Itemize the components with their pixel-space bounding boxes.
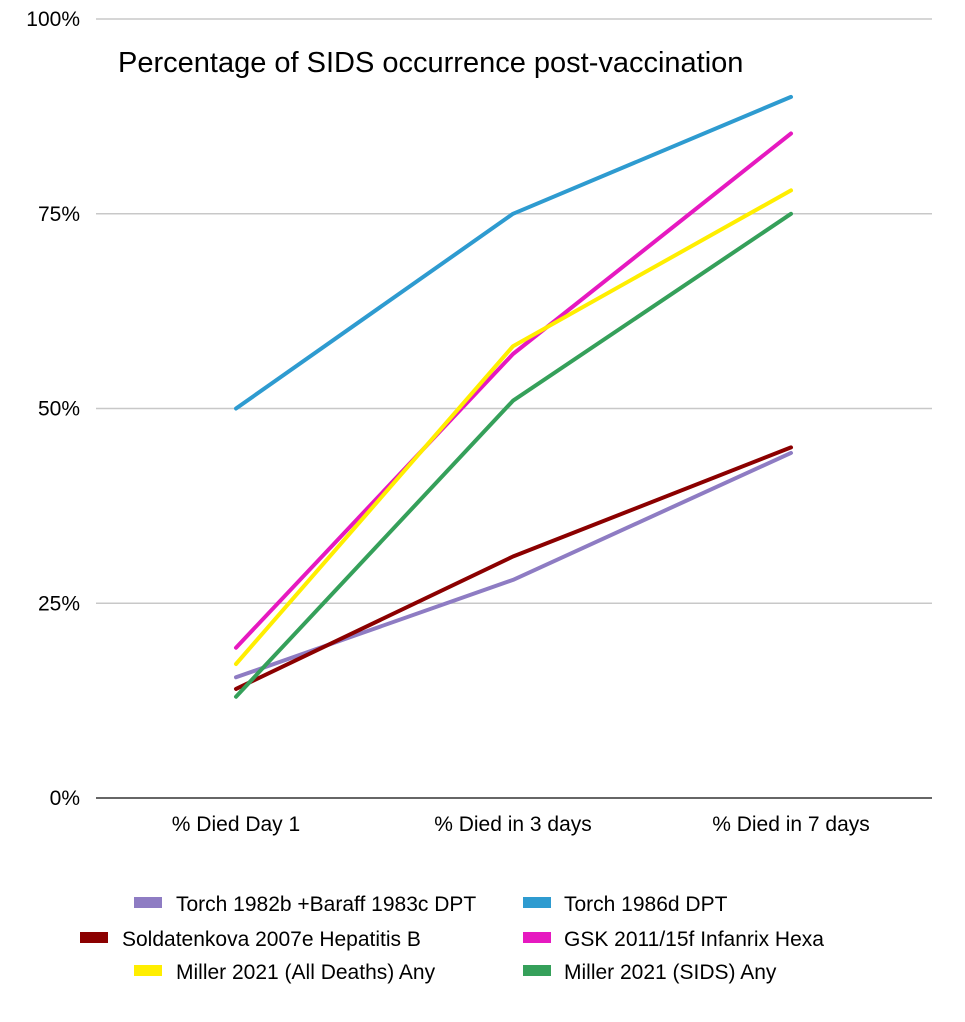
chart-title: Percentage of SIDS occurrence post-vacci… — [118, 47, 743, 79]
y-tick-label: 75% — [38, 203, 80, 226]
legend-label: Torch 1982b +Baraff 1983c DPT — [176, 893, 476, 916]
legend-swatch — [134, 897, 162, 908]
legend-label: Soldatenkova 2007e Hepatitis B — [122, 928, 421, 951]
y-tick-label: 100% — [26, 8, 80, 31]
x-axis-tick-labels: % Died Day 1 % Died in 3 days % Died in 7 … — [172, 813, 870, 836]
x-tick-label: % Died Day 1 — [172, 813, 300, 836]
legend-label: GSK 2011/15f Infanrix Hexa — [564, 928, 824, 951]
legend-label: Miller 2021 (SIDS) Any — [564, 961, 777, 984]
y-tick-label: 50% — [38, 398, 80, 421]
y-axis-tick-labels: 0% 25% 50% 75% 100% — [26, 8, 80, 810]
x-tick-label: % Died in 3 days — [434, 813, 592, 836]
x-tick-label: % Died in 7 days — [712, 813, 870, 836]
series-line-6 — [234, 211, 793, 699]
y-tick-label: 0% — [50, 787, 80, 810]
gridlines — [96, 18, 932, 604]
series-lines — [234, 94, 793, 699]
series-line-1 — [234, 450, 793, 680]
legend-swatch — [523, 932, 551, 943]
legend: Torch 1982b +Baraff 1983c DPT Torch 1986d… — [80, 893, 824, 984]
legend-swatch — [523, 965, 551, 976]
series-line-2 — [234, 94, 793, 411]
y-tick-label: 25% — [38, 592, 80, 615]
legend-swatch — [523, 897, 551, 908]
legend-swatch — [80, 932, 108, 943]
series-line-5 — [234, 188, 793, 666]
series-line-4 — [234, 131, 793, 650]
legend-label: Torch 1986d DPT — [564, 893, 728, 916]
legend-label: Miller 2021 (All Deaths) Any — [176, 961, 436, 984]
legend-swatch — [134, 965, 162, 976]
series-line-3 — [234, 445, 793, 691]
